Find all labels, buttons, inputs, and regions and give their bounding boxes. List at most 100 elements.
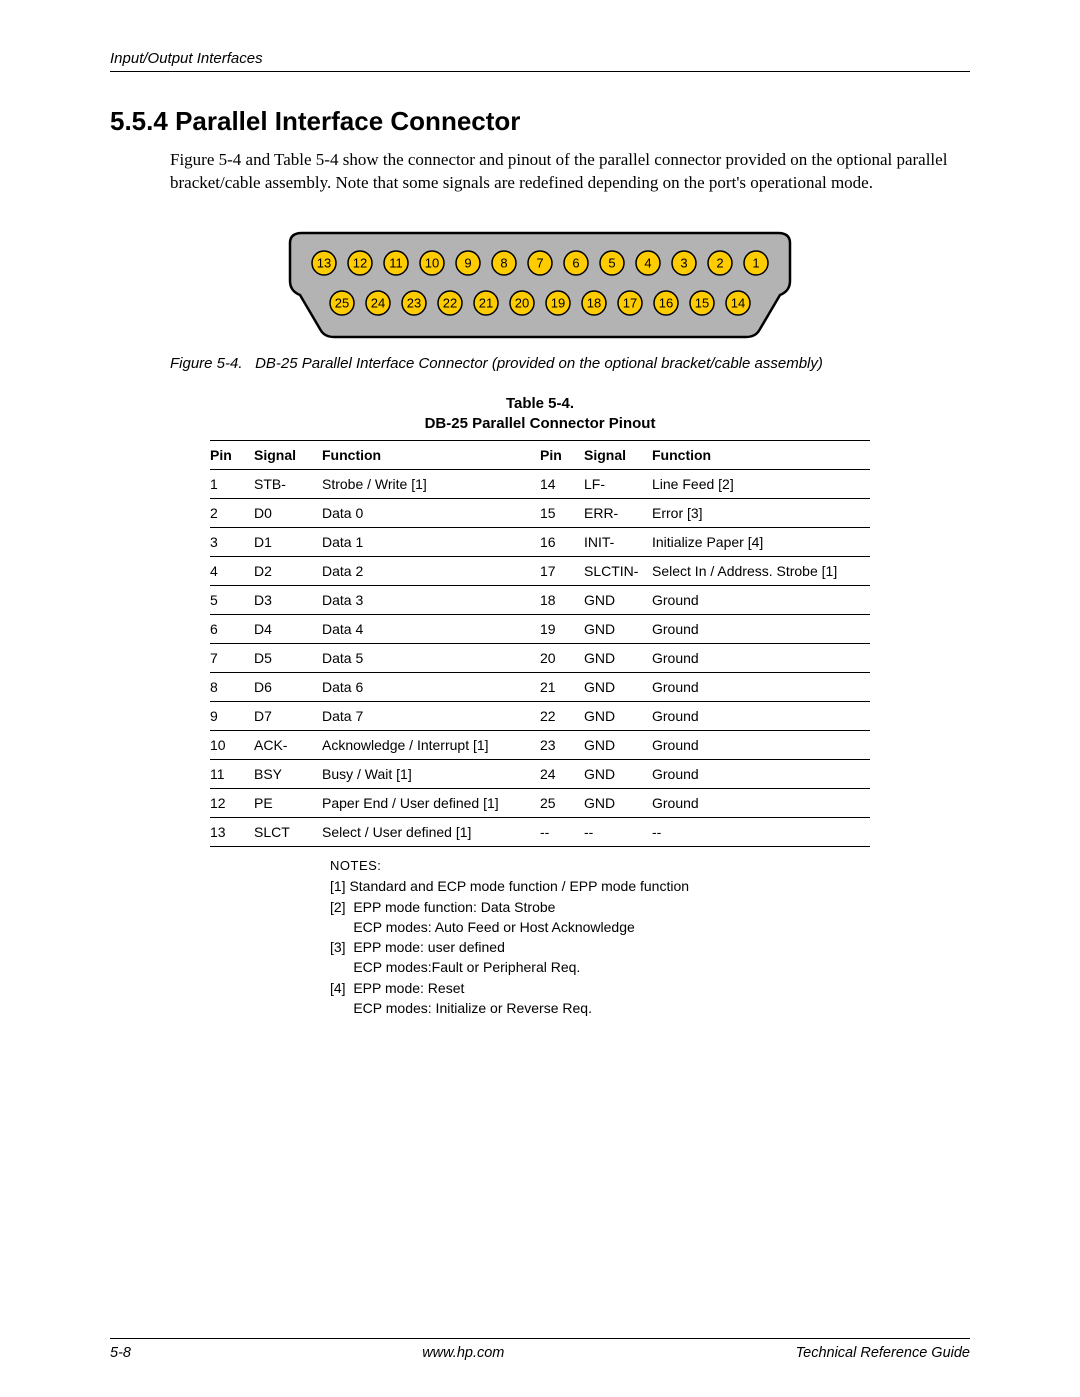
connector-pin-label-5: 5 bbox=[608, 255, 615, 270]
th-pin-1: Pin bbox=[210, 441, 254, 470]
table-cell: D3 bbox=[254, 586, 322, 615]
connector-pin-label-7: 7 bbox=[536, 255, 543, 270]
connector-pin-label-3: 3 bbox=[680, 255, 687, 270]
table-row: 1STB-Strobe / Write [1]14LF-Line Feed [2… bbox=[210, 470, 870, 499]
table-cell: ERR- bbox=[584, 499, 652, 528]
table-row: 3D1Data 116INIT-Initialize Paper [4] bbox=[210, 528, 870, 557]
table-row: 6D4Data 419GNDGround bbox=[210, 615, 870, 644]
connector-pin-label-6: 6 bbox=[572, 255, 579, 270]
connector-pin-label-23: 23 bbox=[407, 295, 421, 310]
notes-line: ECP modes: Auto Feed or Host Acknowledge bbox=[330, 917, 970, 937]
table-cell: 14 bbox=[540, 470, 584, 499]
table-cell: 8 bbox=[210, 673, 254, 702]
table-title: Table 5-4. DB-25 Parallel Connector Pino… bbox=[110, 394, 970, 435]
table-cell: D1 bbox=[254, 528, 322, 557]
table-row: 11BSYBusy / Wait [1]24GNDGround bbox=[210, 760, 870, 789]
notes-line: [4] EPP mode: Reset bbox=[330, 978, 970, 998]
table-cell: Data 6 bbox=[322, 673, 540, 702]
notes-line: ECP modes: Initialize or Reverse Req. bbox=[330, 998, 970, 1018]
connector-pin-label-1: 1 bbox=[752, 255, 759, 270]
table-cell: 20 bbox=[540, 644, 584, 673]
table-cell: D2 bbox=[254, 557, 322, 586]
table-cell: D0 bbox=[254, 499, 322, 528]
notes-line: [3] EPP mode: user defined bbox=[330, 937, 970, 957]
table-cell: Ground bbox=[652, 615, 870, 644]
connector-pin-label-9: 9 bbox=[464, 255, 471, 270]
table-cell: -- bbox=[540, 818, 584, 847]
table-row: 12PEPaper End / User defined [1]25GNDGro… bbox=[210, 789, 870, 818]
table-cell: INIT- bbox=[584, 528, 652, 557]
table-cell: GND bbox=[584, 586, 652, 615]
table-cell: D6 bbox=[254, 673, 322, 702]
section-heading: 5.5.4 Parallel Interface Connector bbox=[110, 106, 970, 137]
table-cell: Select / User defined [1] bbox=[322, 818, 540, 847]
table-cell: PE bbox=[254, 789, 322, 818]
footer-right: Technical Reference Guide bbox=[796, 1345, 970, 1361]
table-cell: 5 bbox=[210, 586, 254, 615]
th-pin-2: Pin bbox=[540, 441, 584, 470]
table-cell: SLCTIN- bbox=[584, 557, 652, 586]
notes-line: ECP modes:Fault or Peripheral Req. bbox=[330, 957, 970, 977]
table-cell: GND bbox=[584, 644, 652, 673]
table-cell: 24 bbox=[540, 760, 584, 789]
table-cell: Strobe / Write [1] bbox=[322, 470, 540, 499]
intro-paragraph: Figure 5-4 and Table 5-4 show the connec… bbox=[170, 149, 970, 195]
table-cell: Select In / Address. Strobe [1] bbox=[652, 557, 870, 586]
table-cell: GND bbox=[584, 615, 652, 644]
connector-pin-label-16: 16 bbox=[659, 295, 673, 310]
table-cell: Data 3 bbox=[322, 586, 540, 615]
page: Input/Output Interfaces 5.5.4 Parallel I… bbox=[0, 0, 1080, 1397]
connector-pin-label-17: 17 bbox=[623, 295, 637, 310]
footer-left: 5-8 bbox=[110, 1345, 131, 1361]
table-cell: Busy / Wait [1] bbox=[322, 760, 540, 789]
table-cell: Error [3] bbox=[652, 499, 870, 528]
table-cell: BSY bbox=[254, 760, 322, 789]
table-cell: Paper End / User defined [1] bbox=[322, 789, 540, 818]
table-title-line2: DB-25 Parallel Connector Pinout bbox=[425, 415, 656, 432]
page-footer: 5-8 www.hp.com Technical Reference Guide bbox=[110, 1338, 970, 1361]
notes-block: NOTES: [1] Standard and ECP mode functio… bbox=[330, 857, 970, 1018]
connector-pin-label-12: 12 bbox=[353, 255, 367, 270]
table-cell: 17 bbox=[540, 557, 584, 586]
footer-center: www.hp.com bbox=[422, 1345, 504, 1361]
table-cell: Ground bbox=[652, 673, 870, 702]
table-cell: Data 0 bbox=[322, 499, 540, 528]
connector-pin-label-10: 10 bbox=[425, 255, 439, 270]
table-cell: D5 bbox=[254, 644, 322, 673]
table-cell: Ground bbox=[652, 760, 870, 789]
connector-pin-label-24: 24 bbox=[371, 295, 385, 310]
notes-line: [2] EPP mode function: Data Strobe bbox=[330, 897, 970, 917]
table-cell: 18 bbox=[540, 586, 584, 615]
notes-line: [1] Standard and ECP mode function / EPP… bbox=[330, 876, 970, 896]
table-cell: 15 bbox=[540, 499, 584, 528]
notes-title: NOTES: bbox=[330, 857, 970, 876]
table-cell: 23 bbox=[540, 731, 584, 760]
th-func-2: Function bbox=[652, 441, 870, 470]
running-header: Input/Output Interfaces bbox=[110, 50, 970, 72]
table-header-row: Pin Signal Function Pin Signal Function bbox=[210, 441, 870, 470]
table-cell: GND bbox=[584, 760, 652, 789]
db25-connector-diagram: 13121110987654321 2524232221201918171615… bbox=[280, 231, 800, 341]
table-cell: 9 bbox=[210, 702, 254, 731]
table-cell: Data 5 bbox=[322, 644, 540, 673]
table-row: 7D5Data 520GNDGround bbox=[210, 644, 870, 673]
table-cell: Ground bbox=[652, 731, 870, 760]
table-cell: 22 bbox=[540, 702, 584, 731]
section-number: 5.5.4 bbox=[110, 106, 168, 136]
table-cell: 3 bbox=[210, 528, 254, 557]
table-cell: GND bbox=[584, 789, 652, 818]
table-cell: 7 bbox=[210, 644, 254, 673]
connector-pin-label-13: 13 bbox=[317, 255, 331, 270]
connector-pin-label-15: 15 bbox=[695, 295, 709, 310]
table-cell: Acknowledge / Interrupt [1] bbox=[322, 731, 540, 760]
table-row: 8D6Data 621GNDGround bbox=[210, 673, 870, 702]
figure-caption: Figure 5-4. DB-25 Parallel Interface Con… bbox=[170, 355, 970, 372]
table-cell: -- bbox=[584, 818, 652, 847]
connector-pin-label-21: 21 bbox=[479, 295, 493, 310]
table-cell: 21 bbox=[540, 673, 584, 702]
section-title: Parallel Interface Connector bbox=[175, 106, 520, 136]
table-row: 4D2Data 217SLCTIN-Select In / Address. S… bbox=[210, 557, 870, 586]
connector-pin-label-8: 8 bbox=[500, 255, 507, 270]
pinout-table: Pin Signal Function Pin Signal Function … bbox=[210, 440, 870, 847]
connector-pin-label-20: 20 bbox=[515, 295, 529, 310]
